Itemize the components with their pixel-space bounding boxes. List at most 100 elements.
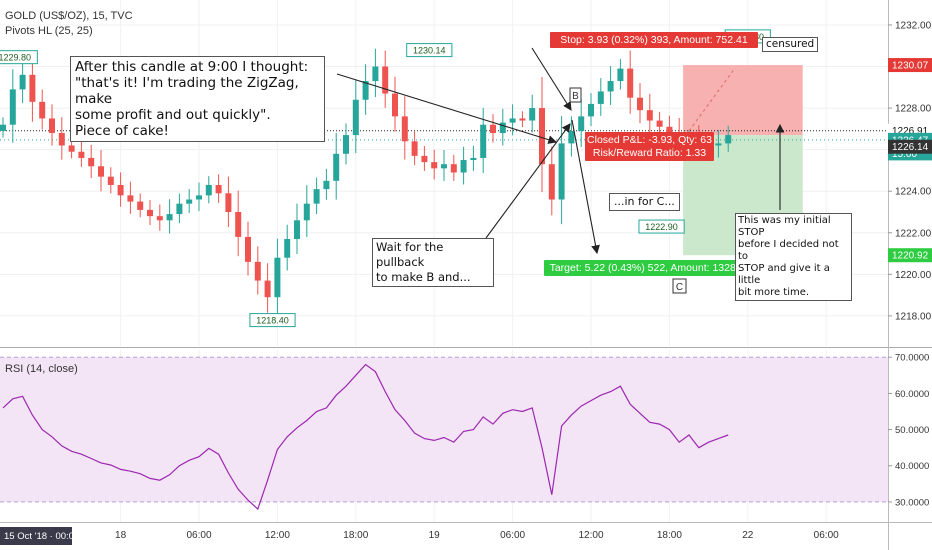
- candle-body: [382, 66, 389, 94]
- time-tick-label: 12:00: [265, 530, 290, 541]
- candle-body: [313, 189, 320, 204]
- candle-body: [352, 99, 359, 136]
- pivot-label-box: [249, 313, 296, 328]
- note-initial-stop: This was my initial STOP before I decide…: [735, 213, 852, 301]
- symbol-title: GOLD (US$/OZ), 15, TVC: [5, 10, 133, 22]
- target-label-bg: [544, 260, 756, 276]
- candle-body: [499, 122, 506, 134]
- candle-body: [490, 124, 496, 134]
- pivot-label-p2: 1218.40: [256, 316, 289, 326]
- closed-pl-label: Closed P&L: -3.93, Qty: 63: [587, 134, 712, 146]
- time-tick-label: 06:00: [814, 530, 839, 541]
- candle-body: [245, 236, 251, 262]
- arrow-to-b: [485, 123, 571, 239]
- candle-body: [156, 216, 163, 221]
- arrow-to-c: [571, 119, 600, 255]
- rsi-tick-label: 40.0000: [895, 461, 929, 472]
- price-tick-label: 1232.00: [895, 20, 932, 31]
- stop-label-bg: [550, 32, 758, 48]
- candle-body: [539, 108, 545, 165]
- pivot-label-p1: 1229.80: [0, 53, 31, 63]
- note-in-for-c: ...in for C...: [609, 193, 680, 211]
- candle-body: [450, 164, 457, 173]
- candle-body: [637, 97, 643, 111]
- candle-body: [617, 68, 624, 82]
- note-pullback: Wait for the pullback to make B and...: [372, 238, 494, 287]
- candle-body: [205, 184, 212, 196]
- candle-body: [333, 153, 340, 181]
- candle-body: [431, 162, 438, 169]
- candle-body: [39, 101, 46, 119]
- candle-body: [29, 74, 36, 102]
- candle-body: [294, 220, 300, 240]
- stop-zone: [683, 65, 803, 136]
- candle-body: [225, 193, 232, 212]
- candle-body: [166, 214, 173, 221]
- stop-label: Stop: 3.93 (0.32%) 393, Amount: 752.41: [560, 34, 748, 46]
- time-tick-label: 06:00: [500, 530, 525, 541]
- candle-body: [646, 110, 653, 121]
- candle-body: [264, 280, 271, 298]
- price-badge-entry-price-text: 1226.91: [892, 126, 929, 137]
- zigzag-dash: [688, 70, 734, 132]
- candle-body: [656, 120, 663, 127]
- pivot-label-p3: 1230.14: [413, 46, 446, 56]
- price-badge-stop-price: [888, 58, 932, 73]
- pivot-label-box: [0, 50, 38, 65]
- time-tick-label: 19: [429, 530, 441, 541]
- pivot-label-box: [638, 219, 685, 234]
- closed-pl-label: Risk/Reward Ratio: 1.33: [593, 147, 706, 159]
- rsi-tick-label: 30.0000: [895, 497, 929, 508]
- target-label: Target: 5.22 (0.43%) 522, Amount: 1328.8…: [550, 262, 751, 274]
- candle-body: [578, 116, 585, 131]
- candle-body: [254, 261, 261, 281]
- time-tick-label: 18: [115, 530, 127, 541]
- rsi-legend: RSI (14, close): [5, 363, 78, 375]
- candle-body: [401, 116, 408, 142]
- price-badge-close-price-text: 1226.14: [892, 142, 929, 153]
- candle-body: [441, 164, 447, 169]
- rsi-line: [2, 363, 729, 511]
- price-tick-label: 1224.00: [895, 187, 932, 198]
- price-badge-target-price: [888, 248, 932, 263]
- price-badge-close-price: [888, 139, 932, 154]
- candle-body: [9, 89, 16, 125]
- candle-body: [627, 68, 634, 98]
- candle-body: [196, 195, 202, 200]
- time-cursor-badge: [0, 527, 72, 545]
- closed-pl-label-bg: [585, 132, 714, 161]
- note-after-candle: After this candle at 9:00 I thought: "th…: [70, 56, 325, 142]
- candle-body: [411, 141, 418, 156]
- candle-body: [235, 211, 242, 237]
- candle-body: [597, 91, 604, 104]
- candle-body: [323, 180, 330, 190]
- candle-body: [588, 103, 594, 117]
- time-tick-label: 12:00: [578, 530, 603, 541]
- candle-body: [421, 155, 428, 163]
- time-tick-label: 06:00: [186, 530, 211, 541]
- price-tick-label: 1218.00: [895, 311, 932, 322]
- price-tick-label: 1220.00: [895, 270, 932, 281]
- candle-body: [284, 239, 291, 258]
- candle-body: [392, 93, 398, 117]
- candle-body: [480, 124, 487, 158]
- candle-body: [137, 201, 144, 210]
- candle-body: [98, 166, 104, 177]
- time-tick-label: 22: [742, 530, 754, 541]
- candle-body: [68, 145, 75, 152]
- candle-body: [274, 257, 281, 298]
- candle-body: [568, 130, 575, 144]
- point-b-label: B: [572, 91, 579, 102]
- candle-body: [558, 143, 565, 200]
- rsi-tick-label: 50.0000: [895, 425, 929, 436]
- candle-body: [88, 157, 95, 167]
- time-tick-label: 18:00: [343, 530, 368, 541]
- candle-body: [548, 164, 555, 200]
- rsi-band: [0, 357, 888, 502]
- candle-body: [186, 199, 193, 204]
- candle-body: [343, 135, 349, 154]
- point-c-box: [672, 278, 687, 294]
- candle-body: [509, 118, 516, 123]
- pivot-label-box: [406, 43, 453, 58]
